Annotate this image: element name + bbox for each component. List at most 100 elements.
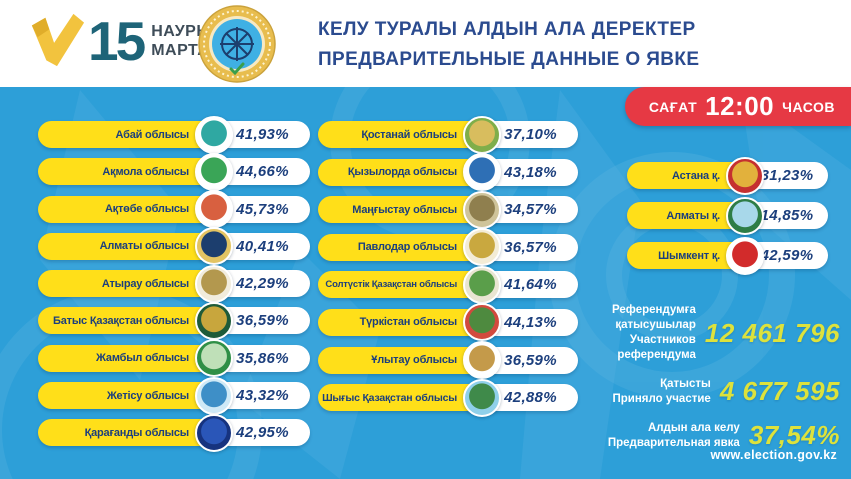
region-coat-of-arms-icon [463,265,501,304]
time-badge-suffix: ЧАСОВ [782,98,835,115]
region-coat-of-arms-icon [463,378,501,417]
region-name-pill: Шығыс Қазақстан облысы [318,384,483,412]
region-coat-of-arms-icon [195,301,233,340]
city-coat-of-arms-icon [726,236,764,275]
region-turnout-value: 37,10% [504,126,557,143]
time-badge: САҒАТ 12:00 ЧАСОВ [624,87,851,126]
city-name: Алматы қ. [666,209,720,222]
region-name: Қостанай облысы [361,128,457,141]
regions-column-left: Абай облысы 41,93% Ақмола облысы 44,66% … [38,115,310,457]
stat-value: 12 461 796 [704,317,840,348]
region-name-pill: Батыс Қазақстан облысы [38,307,215,335]
city-coat-of-arms-icon [726,196,764,235]
region-name: Қызылорда облысы [347,166,457,179]
city-name: Шымкент қ. [658,249,720,262]
region-name-pill: Жетісу облысы [38,382,215,410]
region-coat-of-arms-icon [195,190,233,229]
city-row: Астана қ. 31,23% [627,156,828,195]
region-coat-of-arms-icon [195,264,233,303]
region-coat-of-arms-icon [195,376,233,415]
region-coat-of-arms-icon [463,303,501,342]
region-name: Қарағанды облысы [84,426,190,439]
region-coat-of-arms-icon [195,115,233,154]
region-coat-of-arms-icon [463,341,501,380]
region-row: Жамбыл облысы 35,86% [38,339,310,378]
region-turnout-value: 34,57% [504,201,557,219]
stat-took-part: Қатысты Приняло участие 4 677 595 [555,376,840,407]
region-row: Қарағанды облысы 42,95% [38,413,310,452]
header: 15 НАУРЫЗ МАРТА КЕЛУ ТУРАЛЫ АЛДЫН АЛА ДЕ… [0,0,851,87]
website-link[interactable]: www.election.gov.kz [710,448,837,462]
region-row: Қызылорда облысы 43,18% [318,153,578,192]
region-name: Абай облысы [115,128,190,141]
region-name: Батыс Қазақстан облысы [53,314,189,327]
region-name: Жетісу облысы [106,389,189,402]
region-name: Шығыс Қазақстан облысы [322,391,457,404]
stat-participants: Референдумға қатысушылар Участников рефе… [555,303,840,363]
checkmark-ribbon-icon [31,13,85,67]
region-turnout-value: 43,32% [236,387,289,405]
footer: www.election.gov.kz [710,446,837,464]
region-name-pill: Қызылорда облысы [318,158,483,186]
region-name: Атырау облысы [101,277,189,290]
totals-panel: Референдумға қатысушылар Участников рефе… [555,303,840,464]
region-turnout-value: 36,59% [504,351,557,369]
stat-label-ru: Приняло участие [612,392,711,405]
stat-label: Қатысты Приняло участие [612,377,710,407]
region-coat-of-arms-icon [463,228,501,267]
region-row: Абай облысы 41,93% [38,115,310,154]
region-name: Түркістан облысы [359,316,458,329]
region-turnout-value: 36,57% [504,238,557,256]
city-turnout-value: 42,59% [760,247,814,264]
region-row: Шығыс Қазақстан облысы 42,88% [318,378,578,417]
region-coat-of-arms-icon [195,339,233,378]
region-turnout-value: 35,86% [236,349,289,367]
date-logo: 15 НАУРЫЗ МАРТА [28,12,223,70]
stat-label-kk: Қатысты [660,377,711,390]
region-coat-of-arms-icon [463,153,501,192]
stat-value: 37,54% [748,420,840,450]
stat-value: 4 677 595 [719,376,840,406]
stat-preliminary-turnout: Алдын ала келу Предварительная явка 37,5… [555,420,840,451]
region-name: Маңғыстау облысы [352,203,457,216]
stat-label-ru: Предварительная явка [607,436,740,449]
region-name: Ақмола облысы [102,165,189,178]
region-coat-of-arms-icon [195,227,233,266]
region-turnout-value: 44,66% [236,163,289,181]
region-turnout-value: 41,93% [236,126,289,143]
city-row: Алматы қ. 14,85% [627,196,828,235]
region-row: Түркістан облысы 44,13% [318,303,578,342]
region-row: Атырау облысы 42,29% [38,264,310,303]
central-election-commission-seal-icon [198,5,276,83]
region-name: Ұлытау облысы [371,354,457,367]
stat-label: Референдумға қатысушылар Участников рефе… [555,303,696,363]
region-turnout-value: 36,59% [236,312,289,330]
region-coat-of-arms-icon [463,115,501,154]
region-name: Ақтөбе облысы [104,203,189,216]
stat-label: Алдын ала келу Предварительная явка [608,421,740,451]
region-turnout-value: 44,13% [504,313,557,331]
region-row: Маңғыстау облысы 34,57% [318,190,578,229]
cities-column: Астана қ. 31,23% Алматы қ. 14,85% Шымкен… [627,156,828,282]
region-name-pill: Қарағанды облысы [38,419,215,447]
region-coat-of-arms-icon [195,152,233,191]
region-row: Қостанай облысы 37,10% [318,115,578,154]
region-turnout-value: 42,88% [504,389,557,407]
title-kazakh: КЕЛУ ТУРАЛЫ АЛДЫН АЛА ДЕРЕКТЕР [318,19,696,40]
region-name-pill: Абай облысы [38,121,215,148]
region-name-pill: Ақтөбе облысы [38,195,215,223]
region-name-pill: Жамбыл облысы [38,344,215,372]
region-name-pill: Павлодар облысы [318,233,483,261]
region-turnout-value: 42,95% [236,424,289,442]
logo-month-ru: МАРТА [151,42,210,59]
regions-column-middle: Қостанай облысы 37,10% Қызылорда облысы … [318,115,578,422]
city-turnout-value: 31,23% [760,167,814,184]
stat-label-kk: Алдын ала келу [647,421,740,434]
time-badge-prefix: САҒАТ [648,98,698,115]
region-row: Солтүстік Қазақстан облысы 41,64% [318,265,578,304]
city-row: Шымкент қ. 42,59% [627,236,828,275]
region-name-pill: Қостанай облысы [318,121,483,148]
region-name: Жамбыл облысы [96,352,189,365]
region-name-pill: Солтүстік Қазақстан облысы [318,271,483,299]
